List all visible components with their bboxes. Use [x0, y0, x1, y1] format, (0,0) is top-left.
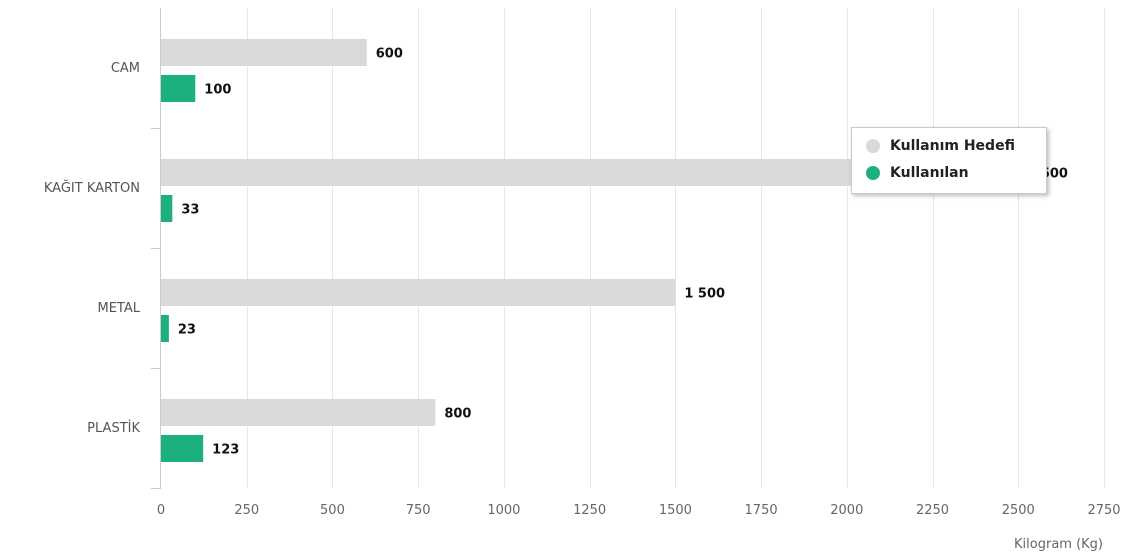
used-bar	[161, 75, 196, 102]
axes-group	[151, 8, 161, 489]
legend-marker-target	[866, 139, 880, 153]
used-value-label: 33	[181, 203, 199, 218]
category-label: CAM	[111, 61, 140, 76]
used-bar	[161, 195, 173, 222]
target-bar	[161, 399, 436, 426]
x-tick-label: 2250	[916, 503, 949, 518]
category-label: KAĞIT KARTON	[44, 180, 140, 196]
target-bar	[161, 279, 676, 306]
used-bar	[161, 315, 169, 342]
legend-label-used: Kullanılan	[890, 165, 969, 181]
x-axis-title: Kilogram (Kg)	[1014, 537, 1103, 552]
x-tick-label: 1250	[573, 503, 606, 518]
x-tick-label: 2750	[1087, 503, 1120, 518]
x-tick-label: 1500	[659, 503, 692, 518]
x-tick-label: 2000	[830, 503, 863, 518]
used-value-label: 23	[178, 323, 196, 338]
x-tick-label: 1000	[487, 503, 520, 518]
bars-group	[161, 39, 1019, 462]
x-tick-label: 750	[406, 503, 431, 518]
x-tick-label: 500	[320, 503, 345, 518]
target-value-label: 600	[376, 47, 403, 62]
x-tick-label: 0	[157, 503, 165, 518]
x-tick-label: 250	[234, 503, 259, 518]
grid-lines	[247, 8, 1105, 488]
category-label: METAL	[98, 301, 141, 316]
used-bar	[161, 435, 204, 462]
category-label: PLASTİK	[87, 420, 140, 436]
target-value-label: 800	[444, 407, 471, 422]
used-value-label: 123	[212, 443, 239, 458]
legend-marker-used	[866, 166, 880, 180]
x-tick-label: 1750	[745, 503, 778, 518]
legend-item-target[interactable]: Kullanım Hedefi	[866, 136, 1015, 156]
x-tick-label: 2500	[1002, 503, 1035, 518]
target-value-label: 1 500	[684, 287, 725, 302]
used-value-label: 100	[204, 83, 231, 98]
legend-item-used[interactable]: Kullanılan	[866, 163, 969, 183]
legend-label-target: Kullanım Hedefi	[890, 138, 1015, 154]
chart-legend: Kullanım Hedefi Kullanılan	[851, 127, 1047, 194]
target-bar	[161, 39, 367, 66]
